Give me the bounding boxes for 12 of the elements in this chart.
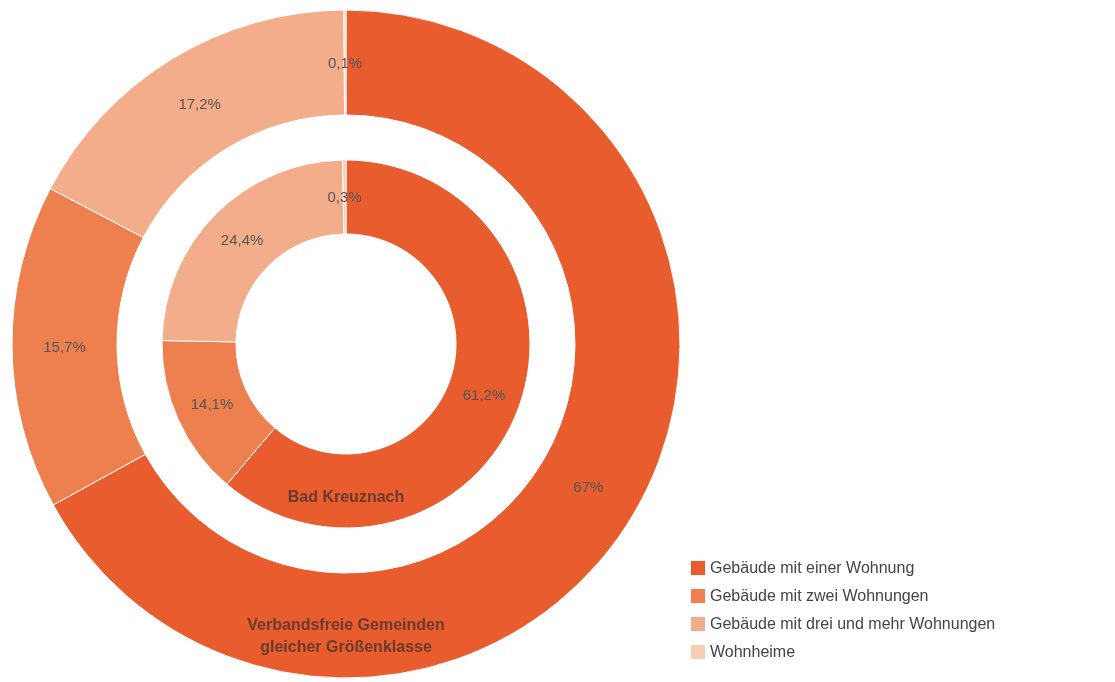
data-label: 14,1% [190,395,234,413]
legend-label: Gebäude mit drei und mehr Wohnungen [710,615,996,632]
legend-label: Gebäude mit zwei Wohnungen [710,587,929,604]
data-label: 24,4% [220,231,264,249]
data-label: 67% [573,478,604,496]
data-label: 61,2% [462,385,506,403]
slice-label: Verbandsfreie Gemeinden gleicher Größenklasse [247,616,445,655]
slice-label: Bad Kreuznach [287,488,405,505]
legend-label: Gebäude mit einer Wohnung [710,559,915,576]
data-label: 15,7% [43,337,86,355]
legend-label: Wohnheime [710,643,796,660]
data-label: 17,2% [178,94,221,112]
